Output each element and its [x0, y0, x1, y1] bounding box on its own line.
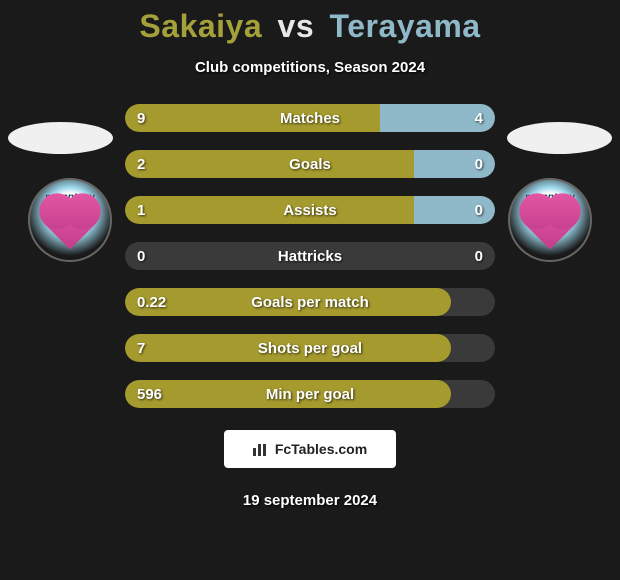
stat-bar: 10Assists: [125, 196, 495, 224]
stat-bar: 00Hattricks: [125, 242, 495, 270]
stat-bar: 94Matches: [125, 104, 495, 132]
stat-bar: 7Shots per goal: [125, 334, 495, 362]
vs-label: vs: [278, 8, 315, 44]
stat-label: Min per goal: [125, 380, 495, 408]
watermark-text: FcTables.com: [275, 441, 367, 457]
player2-club-badge: sagantosu: [508, 178, 592, 262]
stat-label: Assists: [125, 196, 495, 224]
chart-icon: [253, 442, 271, 456]
player1-name: Sakaiya: [139, 8, 262, 44]
subtitle: Club competitions, Season 2024: [0, 59, 620, 76]
player2-avatar-placeholder: [507, 122, 612, 154]
player1-club-badge: sagantosu: [28, 178, 112, 262]
stat-label: Matches: [125, 104, 495, 132]
stat-row: 7Shots per goal: [0, 334, 620, 362]
heart-icon: [45, 199, 96, 250]
page-container: Sakaiya vs Terayama Club competitions, S…: [0, 0, 620, 580]
page-title: Sakaiya vs Terayama: [0, 8, 620, 45]
date-label: 19 september 2024: [0, 492, 620, 509]
watermark[interactable]: FcTables.com: [224, 430, 396, 468]
stat-label: Shots per goal: [125, 334, 495, 362]
stat-bar: 20Goals: [125, 150, 495, 178]
player2-name: Terayama: [330, 8, 481, 44]
player1-avatar-placeholder: [8, 122, 113, 154]
stat-label: Hattricks: [125, 242, 495, 270]
stat-label: Goals per match: [125, 288, 495, 316]
stat-row: 20Goals: [0, 150, 620, 178]
stat-row: 596Min per goal: [0, 380, 620, 408]
heart-icon: [525, 199, 576, 250]
stat-bar: 596Min per goal: [125, 380, 495, 408]
stat-label: Goals: [125, 150, 495, 178]
stat-row: 0.22Goals per match: [0, 288, 620, 316]
stat-bar: 0.22Goals per match: [125, 288, 495, 316]
